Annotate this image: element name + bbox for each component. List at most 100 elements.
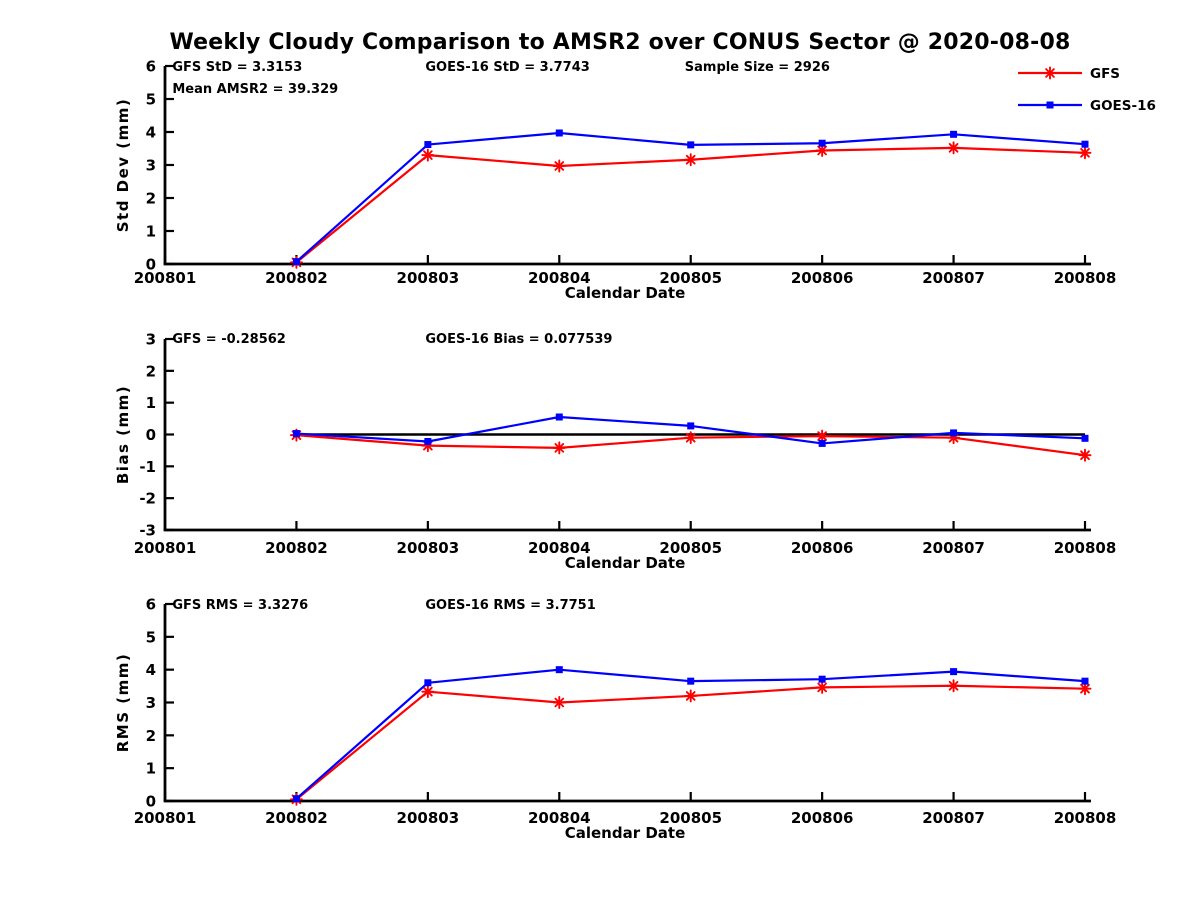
- y-tick-label: 3: [146, 331, 156, 349]
- star-marker: [1043, 66, 1057, 80]
- goes-16-line: [295, 131, 1086, 263]
- square-marker: [950, 668, 958, 676]
- star-spoke: [685, 154, 696, 165]
- star-spoke: [554, 443, 565, 453]
- x-tick-label: 200806: [791, 539, 854, 557]
- y-tick-label: 3: [146, 694, 156, 712]
- legend-label: GOES-16: [1090, 98, 1156, 114]
- y-axis-title: RMS (mm): [114, 653, 132, 752]
- star-spoke: [685, 691, 696, 701]
- y-tick-label: -2: [139, 490, 156, 508]
- star-spoke: [817, 431, 827, 441]
- y-tick-label: 1: [146, 394, 156, 412]
- x-tick-label: 200807: [922, 269, 985, 287]
- star-spoke: [554, 697, 565, 708]
- star-marker: [421, 685, 435, 699]
- star-marker: [552, 441, 566, 455]
- square-marker: [950, 429, 958, 437]
- star-marker: [1078, 682, 1092, 696]
- star-marker: [815, 144, 829, 157]
- legend-entry-goes-16: GOES-16: [1018, 98, 1156, 114]
- star-spoke: [1080, 450, 1090, 461]
- square-marker: [424, 438, 432, 446]
- square-marker: [687, 422, 695, 430]
- x-tick-label: 200803: [397, 809, 460, 827]
- x-tick-label: 200803: [397, 539, 460, 557]
- star-spoke: [1080, 683, 1090, 694]
- star-marker: [552, 159, 566, 173]
- y-tick-label: 2: [146, 362, 156, 380]
- goes-16-line: [295, 668, 1086, 800]
- square-marker: [1046, 101, 1054, 109]
- y-tick-label: 2: [146, 727, 156, 745]
- annotation-text: Sample Size = 2926: [685, 60, 830, 75]
- bias-chart: -3 -2 -1 0 1 2 3 200801 200802 200803 200804 200805…: [114, 331, 1116, 572]
- y-tick-label: 4: [146, 124, 156, 142]
- y-tick-label: 0: [146, 256, 156, 274]
- y-tick-label: -3: [139, 522, 156, 540]
- x-tick-label: 200802: [265, 539, 328, 557]
- y-tick-label: 1: [146, 223, 156, 241]
- star-marker: [815, 680, 829, 694]
- square-marker: [950, 130, 958, 138]
- x-tick-label: 200804: [528, 269, 591, 287]
- annotation-text: GFS = -0.28562: [172, 332, 285, 347]
- y-tick-label: 6: [146, 596, 156, 614]
- x-tick-label: 200808: [1054, 809, 1117, 827]
- star-spoke: [423, 150, 433, 160]
- x-axis-title: Calendar Date: [565, 284, 686, 302]
- x-tick-label: 200801: [134, 809, 197, 827]
- y-tick-label: 3: [146, 157, 156, 175]
- x-tick-label: 200805: [659, 269, 722, 287]
- square-marker: [424, 679, 432, 687]
- star-spoke: [948, 680, 959, 691]
- std-dev-chart: 0 1 2 3 4 5 6 200801 200802 200803 200804 200805 200…: [114, 58, 1156, 303]
- star-marker: [552, 696, 566, 709]
- square-marker: [687, 141, 695, 149]
- x-tick-label: 200805: [659, 809, 722, 827]
- star-marker: [421, 148, 435, 162]
- star-marker: [684, 431, 698, 445]
- y-tick-label: 0: [146, 793, 156, 811]
- star-marker: [947, 679, 961, 693]
- square-marker: [1081, 677, 1089, 685]
- star-marker: [1078, 448, 1092, 462]
- star-spoke: [423, 686, 433, 697]
- y-tick-label: 5: [146, 628, 156, 646]
- y-tick-label: 5: [146, 91, 156, 109]
- annotation-text: GFS RMS = 3.3276: [172, 598, 308, 613]
- square-marker: [818, 139, 826, 147]
- square-marker: [292, 795, 300, 803]
- x-tick-label: 200804: [528, 539, 591, 557]
- x-tick-label: 200805: [659, 539, 722, 557]
- x-tick-label: 200804: [528, 809, 591, 827]
- y-tick-label: 6: [146, 58, 156, 76]
- square-marker: [424, 141, 432, 149]
- star-spoke: [1080, 147, 1090, 158]
- y-axis-title: Bias (mm): [114, 385, 132, 484]
- star-spoke: [948, 143, 959, 153]
- x-tick-label: 200806: [791, 809, 854, 827]
- star-marker: [684, 689, 698, 703]
- x-tick-label: 200808: [1054, 269, 1117, 287]
- annotation-text: GFS StD = 3.3153: [172, 60, 302, 75]
- star-spoke: [1045, 68, 1055, 78]
- star-spoke: [817, 682, 827, 693]
- square-marker: [1081, 434, 1089, 442]
- star-marker: [947, 141, 961, 155]
- y-tick-label: 4: [146, 661, 156, 679]
- x-tick-label: 200803: [397, 269, 460, 287]
- square-marker: [292, 430, 300, 438]
- star-marker: [815, 429, 829, 443]
- legend-entry-gfs: GFS: [1018, 66, 1120, 82]
- square-marker: [818, 675, 826, 683]
- y-tick-label: 2: [146, 190, 156, 208]
- x-tick-label: 200807: [922, 539, 985, 557]
- rms-chart: 0 1 2 3 4 5 6 200801 200802 200803 200804 200805 200…: [114, 596, 1117, 843]
- x-tick-label: 200802: [265, 269, 328, 287]
- star-marker: [684, 153, 698, 167]
- x-tick-label: 200807: [922, 809, 985, 827]
- square-marker: [555, 129, 563, 137]
- square-marker: [555, 413, 563, 421]
